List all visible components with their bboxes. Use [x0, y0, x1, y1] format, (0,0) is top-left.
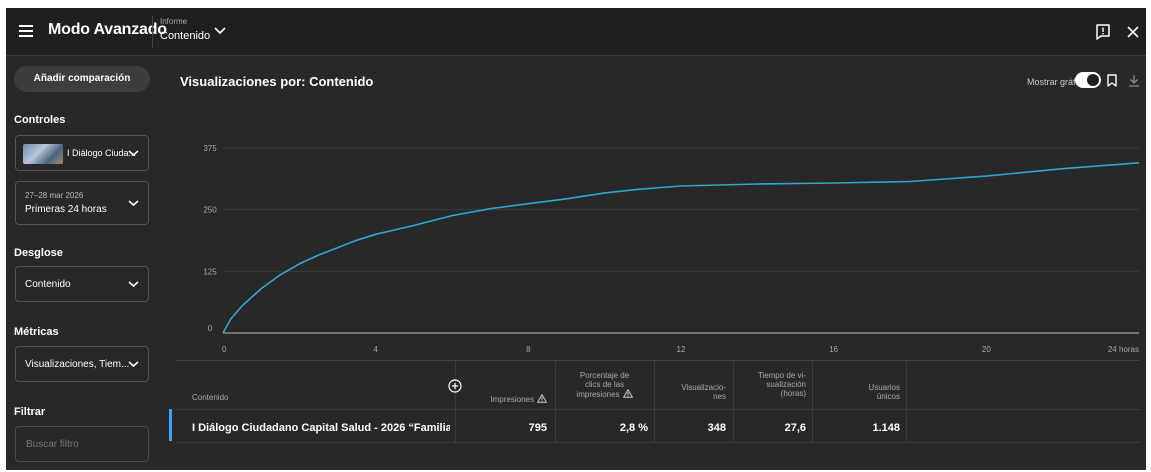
column-divider — [455, 360, 456, 442]
warning-icon — [622, 389, 633, 398]
column-header-watch-time[interactable]: Tiempo de vi- sualización (horas) — [736, 371, 806, 398]
chevron-down-icon — [128, 200, 139, 207]
y-tick-label: 125 — [203, 267, 217, 276]
ctr-header-line: clics de las — [584, 380, 625, 389]
row-accent-bar — [169, 409, 172, 441]
watch-time-header-line: Tiempo de vi- — [757, 371, 806, 380]
add-comparison-button[interactable]: Añadir comparación — [14, 66, 150, 92]
content-select[interactable]: I Diálogo Ciuda... — [15, 135, 149, 171]
series-line — [222, 162, 1140, 334]
table-divider — [176, 360, 1140, 361]
period-text: Primeras 24 horas — [25, 204, 107, 215]
watch-time-header-line: sualización — [766, 380, 806, 389]
chevron-down-icon — [128, 361, 139, 368]
row-ctr: 2,8 % — [619, 422, 648, 434]
unique-users-header-line: Usuarios — [868, 383, 900, 392]
show-chart-label: Mostrar gráfico — [1027, 77, 1088, 87]
ctr-header-line: impresiones — [576, 390, 620, 399]
breakdown-select[interactable]: Contenido — [15, 266, 149, 302]
views-line-chart: 0 125 250 375 0 4 8 12 16 20 24 horas — [203, 144, 1140, 354]
report-caption: Informe — [160, 17, 188, 26]
search-filter-input[interactable]: Buscar filtro — [15, 426, 149, 462]
breakdown-label: Desglose — [14, 247, 63, 259]
content-select-value: I Diálogo Ciuda... — [67, 148, 137, 158]
x-tick-label: 12 — [677, 345, 686, 354]
row-watch-time: 27,6 — [784, 422, 806, 434]
row-impressions: 795 — [528, 422, 547, 434]
table-divider — [176, 442, 1140, 443]
watch-time-header-line: (horas) — [780, 389, 806, 398]
column-header-ctr[interactable]: Porcentaje de clics de las impresiones — [558, 371, 651, 399]
column-header-content[interactable]: Contenido — [192, 393, 229, 402]
chevron-down-icon — [128, 281, 139, 288]
table-divider — [176, 409, 1140, 410]
show-chart-toggle[interactable] — [1075, 72, 1101, 88]
chart-title: Visualizaciones por: Contenido — [180, 74, 374, 89]
views-header-line: Visualizacio- — [681, 383, 726, 392]
column-divider — [654, 360, 655, 442]
advanced-mode-window: Modo Avanzado Informe Contenido Añadir c… — [6, 8, 1146, 470]
metrics-select[interactable]: Visualizaciones, Tiem... — [15, 346, 149, 382]
column-divider — [906, 360, 907, 442]
row-views: 348 — [707, 422, 726, 434]
x-tick-label: 8 — [526, 345, 531, 354]
unique-users-header-line: únicos — [876, 392, 900, 401]
menu-icon[interactable] — [19, 25, 33, 37]
page-title: Modo Avanzado — [48, 21, 167, 38]
x-tick-label: 4 — [373, 345, 378, 354]
x-tick-label: 16 — [829, 345, 838, 354]
column-divider — [733, 360, 734, 442]
column-header-unique-users[interactable]: Usuarios únicos — [816, 383, 900, 401]
row-unique-users: 1.148 — [872, 422, 900, 434]
top-bar: Modo Avanzado Informe Contenido — [6, 8, 1146, 56]
impressions-header-label: Impresiones — [490, 395, 534, 404]
warning-icon — [537, 394, 547, 403]
download-icon[interactable] — [1128, 74, 1140, 87]
controls-label: Controles — [14, 114, 66, 126]
column-divider — [555, 360, 556, 442]
date-range-select[interactable]: 27–28 mar 2026 Primeras 24 horas — [15, 181, 149, 225]
video-thumbnail — [23, 144, 63, 164]
divider — [152, 16, 153, 48]
ctr-header-line: Porcentaje de — [579, 371, 630, 380]
chevron-down-icon — [128, 150, 139, 157]
metrics-label: Métricas — [14, 326, 59, 338]
bookmark-icon[interactable] — [1107, 74, 1117, 87]
column-header-impressions[interactable]: Impresiones — [466, 394, 547, 404]
row-title[interactable]: I Diálogo Ciudadano Capital Salud - 2026… — [192, 422, 450, 434]
x-tick-label: 24 horas — [1108, 345, 1139, 354]
y-tick-label: 250 — [203, 206, 217, 215]
chevron-down-icon[interactable] — [213, 25, 227, 37]
y-tick-label: 375 — [203, 144, 217, 153]
views-header-line: nes — [713, 392, 726, 401]
breakdown-value: Contenido — [25, 279, 71, 290]
add-column-icon[interactable] — [448, 379, 462, 393]
report-selector[interactable]: Contenido — [160, 30, 211, 42]
filter-label: Filtrar — [14, 406, 46, 418]
column-divider — [812, 360, 813, 442]
metrics-value: Visualizaciones, Tiem... — [25, 359, 130, 370]
close-icon[interactable] — [1126, 25, 1140, 39]
date-range-text: 27–28 mar 2026 — [25, 191, 84, 200]
feedback-icon[interactable] — [1094, 23, 1112, 41]
x-tick-label: 0 — [222, 345, 227, 354]
column-header-views[interactable]: Visualizacio- nes — [658, 383, 726, 401]
x-tick-label: 20 — [982, 345, 991, 354]
toggle-knob — [1087, 74, 1099, 86]
y-tick-label: 0 — [208, 324, 213, 333]
